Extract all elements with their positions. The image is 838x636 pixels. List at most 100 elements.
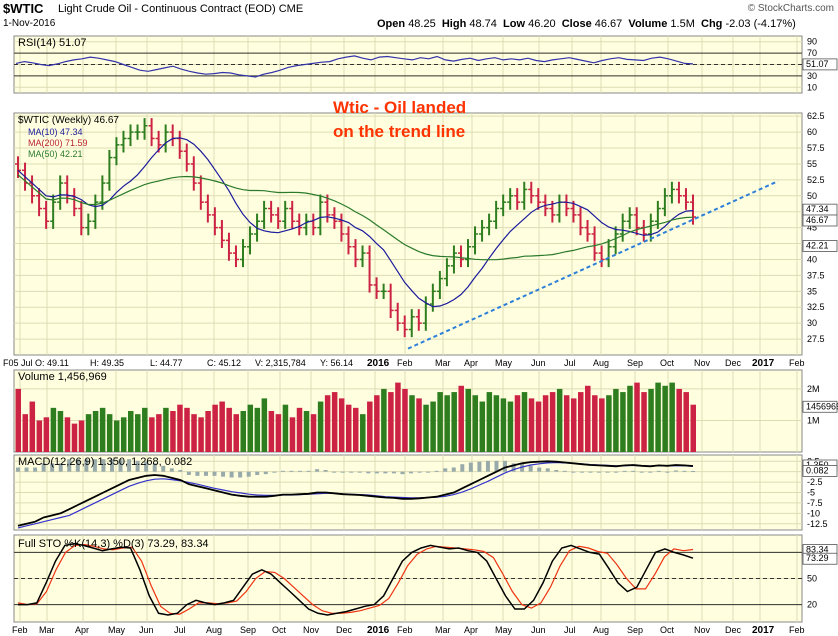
ma50-line (17, 174, 694, 261)
macd-histogram-bar (477, 461, 482, 472)
price-tick-label: 62.5 (807, 111, 825, 121)
volume-bar (282, 404, 289, 452)
close-value: 46.67 (594, 18, 623, 30)
volume-bar (177, 404, 183, 452)
volume-bar (634, 382, 640, 452)
volume-last-label: 1456969 (806, 401, 838, 411)
volume-bar (268, 411, 275, 452)
volume-bar (606, 395, 612, 452)
volume-bar (563, 395, 570, 452)
x-tick-label: Jul (564, 358, 576, 368)
macd-histogram-bar (332, 471, 337, 473)
x-tick-label-bottom: Sep (240, 625, 256, 635)
price-last-ma10: 47.34 (806, 204, 829, 214)
macd-histogram-bar (135, 460, 140, 472)
macd-label: MACD(12,26,9) 1.350, 1.268, 0.082 (18, 456, 192, 468)
chart-header: $WTIC Light Crude Oil - Continuous Contr… (0, 0, 838, 34)
macd-tick-label: -12.5 (807, 519, 828, 529)
volume-bar (437, 392, 443, 452)
volume-bar (247, 404, 254, 452)
macd-histogram-bar (520, 464, 525, 472)
macd-histogram-bar (357, 471, 362, 473)
macd-histogram-bar (323, 470, 328, 472)
volume-bar (240, 411, 246, 452)
rsi-line (15, 55, 694, 78)
volume-bar (310, 414, 317, 452)
macd-histogram-bar (340, 471, 345, 473)
macd-histogram-bar (272, 471, 277, 473)
quote-summary: Open 48.25 High 48.74 Low 46.20 Close 46… (377, 18, 796, 30)
x-tick-label: Dec (725, 358, 742, 368)
ma10-line (17, 137, 694, 308)
info-date: F05 Jul O: 49.11 (3, 358, 69, 368)
price-tick-label: 30 (807, 318, 817, 328)
volume-bar (444, 395, 450, 452)
open-label: Open (377, 18, 406, 30)
price-tick-label: 57.5 (807, 143, 825, 153)
price-legend-ma50: MA(50) 42.21 (28, 149, 83, 159)
chg-label: Chg (701, 18, 723, 30)
volume-bar (585, 385, 591, 452)
macd-histogram-bar (460, 464, 465, 472)
sto-tick-label: 50 (807, 574, 817, 584)
volume-bar (662, 385, 668, 452)
macd-histogram-bar (400, 471, 405, 475)
volume-bar (106, 414, 113, 452)
price-last-ma50: 42.21 (806, 240, 829, 250)
macd-histogram-bar (127, 459, 132, 472)
macd-histogram-bar (614, 471, 619, 473)
volume-bar (149, 417, 155, 452)
macd-histogram-bar (84, 459, 89, 472)
annotation-line-1: Wtic - Oil landed (333, 98, 467, 117)
volume-bar (184, 407, 190, 452)
rsi-label: RSI(14) 51.07 (18, 37, 86, 49)
low-label: Low (503, 18, 526, 30)
volume-bar (128, 411, 134, 452)
macd-histogram-bar (263, 471, 268, 475)
volume-bar (472, 395, 479, 452)
x-tick-label-bottom: Apr (464, 625, 478, 635)
macd-histogram-bar (656, 470, 661, 472)
price-last-close: 46.67 (806, 215, 829, 225)
rsi-last-label: 51.07 (806, 59, 829, 69)
macd-histogram-bar (152, 463, 157, 472)
volume-bar (296, 407, 303, 452)
x-tick-label-bottom: Nov (303, 625, 320, 635)
volume-bar (620, 392, 626, 452)
volume-bar (381, 388, 387, 452)
rsi-last-label-box (802, 58, 838, 71)
volume-bar (402, 388, 408, 452)
macd-histogram-bar (246, 471, 251, 477)
macd-histogram-bar (118, 459, 123, 472)
macd-histogram-bar (101, 459, 106, 472)
instrument-name: Light Crude Oil - Continuous Contract (E… (58, 3, 303, 15)
x-tick-label-bottom: Dec (336, 625, 353, 635)
info-close: C: 45.12 (207, 358, 241, 368)
volume-bar (324, 395, 331, 452)
volume-bar (254, 407, 261, 452)
volume-bar (360, 414, 366, 452)
volume-bar (493, 395, 500, 452)
x-tick-label-bottom: 2017 (752, 625, 775, 636)
x-tick-label: 2016 (367, 358, 390, 369)
price-tick-label: 50 (807, 191, 817, 201)
macd-histogram-bar (605, 471, 610, 473)
volume-bar (479, 401, 486, 452)
volume-label: Volume 1,456,969 (18, 371, 107, 383)
volume-bar (303, 411, 310, 452)
volume-bar (599, 398, 605, 452)
x-tick-label-bottom: Jul (174, 625, 186, 635)
macd-histogram-bar (409, 471, 414, 474)
rsi-tick-label: 70 (807, 48, 817, 58)
macd-histogram-bar (426, 471, 431, 473)
macd-histogram-bar (67, 459, 72, 472)
volume-bar (36, 420, 43, 452)
macd-histogram-bar (537, 467, 542, 472)
macd-histogram-bar (315, 469, 320, 472)
macd-histogram-bar (485, 460, 490, 472)
volume-bar (388, 392, 394, 452)
macd-histogram-bar (24, 467, 29, 472)
volume-bar (57, 411, 64, 452)
volume-bar (655, 382, 661, 452)
